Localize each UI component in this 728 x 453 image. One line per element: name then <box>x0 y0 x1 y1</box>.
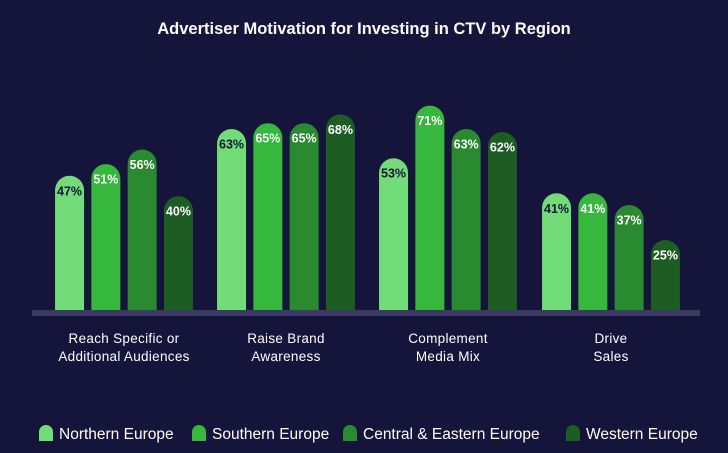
bar <box>289 123 319 313</box>
bars-group: 47% 51% 56% 40% 63% 65% 65% 68% 53% 71% 63% 62% 41% 4… <box>55 105 680 314</box>
bar-value-label: 63% <box>219 138 244 152</box>
bar-value-label: 53% <box>381 167 406 181</box>
bar <box>487 131 517 313</box>
baseline <box>32 310 700 316</box>
legend-swatch <box>192 425 206 441</box>
bar-value-label: 68% <box>328 123 353 137</box>
bar-value-label: 47% <box>57 184 82 198</box>
bar <box>379 158 409 313</box>
category-label: Sales <box>593 349 628 364</box>
legend-swatch <box>39 425 53 441</box>
bar-value-label: 65% <box>255 132 280 146</box>
bar-value-label: 62% <box>490 140 515 154</box>
bar <box>217 129 247 313</box>
bar <box>91 164 121 313</box>
bar <box>542 193 572 313</box>
bar <box>163 196 193 313</box>
legend-label: Northern Europe <box>59 426 174 443</box>
category-label: Awareness <box>251 349 320 364</box>
category-labels: Reach Specific or Additional Audiences Rai… <box>58 331 628 364</box>
bar-value-label: 41% <box>580 202 605 216</box>
category-label: Complement <box>408 331 488 346</box>
category-label: Media Mix <box>416 349 480 364</box>
bar <box>614 204 644 313</box>
category-label: Drive <box>594 331 627 346</box>
legend-label: Southern Europe <box>212 426 329 443</box>
bar-value-label: 51% <box>93 173 118 187</box>
bar <box>127 149 157 313</box>
bar <box>415 105 445 314</box>
legend-swatch <box>566 425 580 441</box>
category-label: Raise Brand <box>247 331 325 346</box>
bar-value-label: 25% <box>653 249 678 263</box>
bar-value-label: 71% <box>417 114 442 128</box>
bar <box>325 114 355 313</box>
bar-value-label: 40% <box>166 205 191 219</box>
bar-value-label: 65% <box>292 132 317 146</box>
category-label: Reach Specific or <box>69 331 180 346</box>
bar <box>650 239 680 313</box>
legend-swatch <box>343 425 357 441</box>
category-label: Additional Audiences <box>58 349 189 364</box>
bar <box>578 193 608 313</box>
legend-label: Central & Eastern Europe <box>363 426 540 443</box>
chart-title: Advertiser Motivation for Investing in C… <box>157 20 570 38</box>
bar-value-label: 37% <box>617 213 642 227</box>
bar <box>253 123 283 313</box>
legend: Northern Europe Southern Europe Central & … <box>39 425 698 443</box>
bar-value-label: 41% <box>544 202 569 216</box>
bar-value-label: 63% <box>454 138 479 152</box>
bar-value-label: 56% <box>130 158 155 172</box>
bar <box>451 129 481 313</box>
legend-label: Western Europe <box>586 426 698 443</box>
bar <box>55 175 85 313</box>
